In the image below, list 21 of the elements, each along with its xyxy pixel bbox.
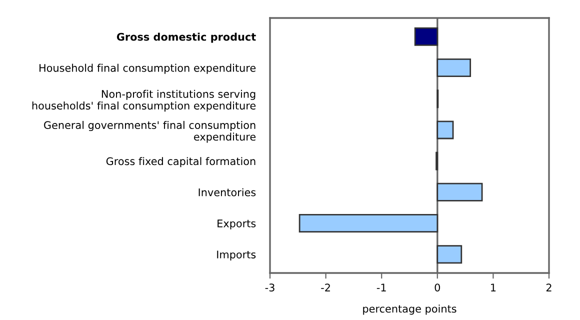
- y-tick-label: Exports: [218, 220, 256, 230]
- bar: [436, 120, 454, 140]
- y-tick-label: Gross domestic product: [116, 32, 256, 43]
- x-tick-label: -3: [265, 284, 274, 292]
- bar: [436, 245, 462, 264]
- x-axis-title: percentage points: [363, 304, 456, 315]
- y-tick-label: General governments' final consumption expenditure: [44, 120, 256, 143]
- y-tick-label: Imports: [217, 250, 256, 260]
- x-tick-label: 0: [434, 284, 440, 292]
- x-tick-label: 1: [491, 284, 496, 292]
- bar: [298, 214, 438, 232]
- bar: [436, 58, 472, 78]
- bar: [436, 182, 483, 202]
- x-tick-label: -2: [321, 284, 330, 292]
- x-tick-label: -1: [376, 284, 386, 292]
- y-tick-label: Gross fixed capital formation: [106, 157, 256, 168]
- bar: [414, 27, 438, 46]
- y-tick-label: Household final consumption expenditure: [40, 64, 256, 74]
- y-tick-label: Inventories: [198, 188, 256, 196]
- x-tick-label: 2: [546, 284, 552, 292]
- y-tick-label: Non-profit institutions serving households' final consumption expenditure: [32, 90, 256, 112]
